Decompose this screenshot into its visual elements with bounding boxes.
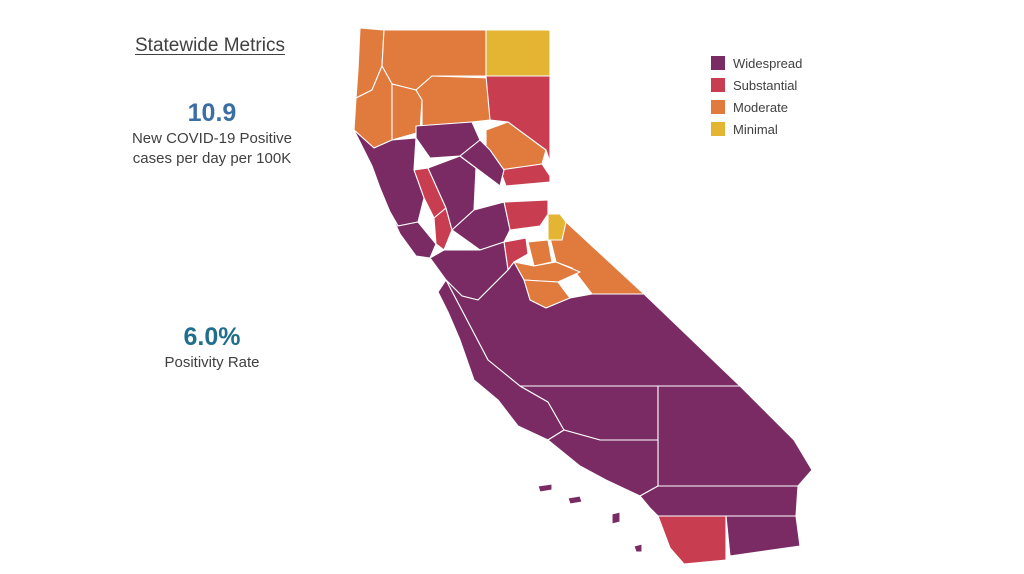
legend-label-widespread: Widespread	[733, 55, 803, 71]
legend-label-minimal: Minimal	[733, 121, 778, 137]
county-los-angeles[interactable]	[547, 429, 659, 497]
county-channel-island-2[interactable]	[567, 495, 583, 505]
positivity-label: Positivity Rate	[164, 354, 260, 371]
legend-swatch-moderate	[711, 100, 725, 114]
county-modoc[interactable]	[485, 29, 551, 77]
county-shasta[interactable]	[415, 75, 491, 127]
county-trinity[interactable]	[391, 83, 423, 141]
county-san-diego[interactable]	[725, 515, 801, 557]
county-placer[interactable]	[503, 199, 549, 231]
legend-item-minimal: Minimal	[711, 118, 802, 140]
cases-metric: 10.9 New COVID-19 Positive cases per day…	[92, 98, 332, 168]
county-sonoma[interactable]	[389, 211, 437, 259]
county-butte[interactable]	[459, 139, 505, 187]
metrics-title: Statewide Metrics	[135, 35, 285, 56]
county-sierra[interactable]	[547, 213, 567, 241]
positivity-value: 6.0%	[183, 323, 241, 351]
county-mendocino[interactable]	[353, 129, 425, 227]
legend-label-moderate: Moderate	[733, 99, 788, 115]
county-imperial[interactable]	[657, 515, 727, 565]
county-riverside-orange[interactable]	[639, 485, 799, 517]
legend-item-substantial: Substantial	[711, 74, 802, 96]
legend-label-substantial: Substantial	[733, 77, 798, 93]
statewide-metrics-panel: Statewide Metrics 10.9 New COVID-19 Posi…	[0, 0, 430, 574]
map-legend: Widespread Substantial Moderate Minimal	[711, 52, 802, 140]
legend-swatch-substantial	[711, 78, 725, 92]
legend-swatch-widespread	[711, 56, 725, 70]
cases-label-line2: cases per day per 100K	[132, 150, 292, 167]
county-nevada[interactable]	[499, 163, 551, 187]
county-channel-island-4[interactable]	[633, 543, 643, 553]
legend-item-moderate: Moderate	[711, 96, 802, 118]
cases-value: 10.9	[187, 99, 237, 127]
legend-swatch-minimal	[711, 122, 725, 136]
california-county-map[interactable]	[340, 20, 830, 565]
county-plumas[interactable]	[485, 75, 551, 163]
positivity-metric: 6.0% Positivity Rate	[92, 322, 332, 372]
legend-item-widespread: Widespread	[711, 52, 802, 74]
county-san-bernardino[interactable]	[657, 385, 813, 487]
cases-label-line1: New COVID-19 Positive	[131, 130, 293, 147]
county-channel-island-3[interactable]	[611, 511, 621, 525]
county-channel-island-1[interactable]	[537, 483, 553, 493]
county-napa[interactable]	[433, 207, 453, 251]
county-alpine[interactable]	[527, 239, 553, 267]
